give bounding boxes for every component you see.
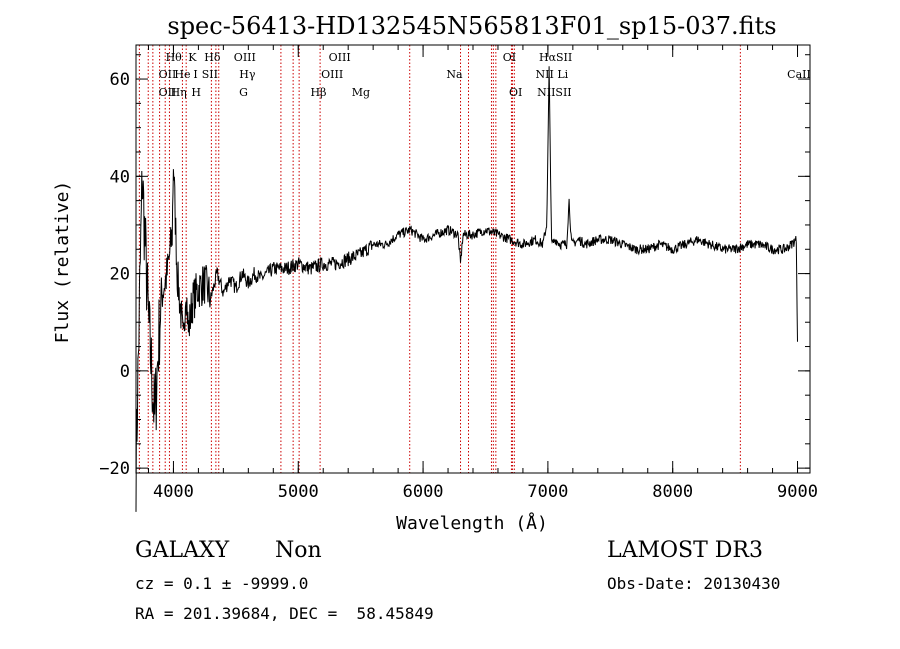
line-label-text: Hβ [310,86,326,99]
survey-name: LAMOST DR3 [607,538,763,563]
y-axis-ticks: −20 0 20 40 60 [99,54,810,479]
line-label-text: OI [509,86,522,99]
y-tick-label: 0 [120,362,130,382]
line-label-text: H [191,86,201,99]
line-label-text: NIISII [537,86,572,99]
x-axis-ticks: 4000 5000 6000 7000 8000 9000 [147,45,818,502]
line-label-text: OIII [321,68,343,81]
line-label-text: OI [503,51,516,64]
x-tick-label: 4000 [153,482,194,502]
x-tick-label: 8000 [652,482,693,502]
line-label-text: CaII [787,68,811,81]
line-label-text: He [174,68,190,81]
line-label-text: Hθ [166,51,183,64]
object-subclass: Non [275,538,322,563]
line-label-text: Hγ [239,68,256,81]
line-label-text: K [188,51,197,64]
spectral-lines-layer [138,45,741,473]
line-label-text: OII [159,68,177,81]
line-label-text: I [193,68,197,81]
y-tick-label: −20 [99,459,130,479]
obs-date: Obs-Date: 20130430 [607,574,781,593]
x-tick-label: 6000 [403,482,444,502]
line-label-text: Mg [352,86,370,99]
line-label-text: NII Li [536,68,569,81]
x-tick-label: 7000 [527,482,568,502]
x-tick-label: 9000 [777,482,818,502]
line-label-text: OIII [234,51,256,64]
chart-title: spec-56413-HD132545N565813F01_sp15-037.f… [167,12,776,40]
line-label-text: SII [202,68,218,81]
line-label-text: Hδ [204,51,221,64]
y-tick-label: 60 [110,70,130,90]
y-tick-label: 40 [110,167,130,187]
x-tick-label: 5000 [278,482,319,502]
flux-series-line [135,66,798,512]
y-tick-label: 20 [110,265,130,285]
x-axis-label: Wavelength (Å) [396,512,548,534]
line-label-text: Hη [171,86,187,99]
line-label-text: HαSII [539,51,572,64]
line-label-text: OII [159,86,177,99]
redshift-line: cz = 0.1 ± -9999.0 [135,574,309,593]
object-class: GALAXY [135,538,230,563]
y-axis-label: Flux (relative) [52,181,73,344]
line-label-text: OIII [329,51,351,64]
line-label-text: G [239,86,248,99]
coordinates-line: RA = 201.39684, DEC = 58.45849 [135,604,434,623]
plot-frame [135,44,811,474]
line-label-text: Na [446,68,463,81]
